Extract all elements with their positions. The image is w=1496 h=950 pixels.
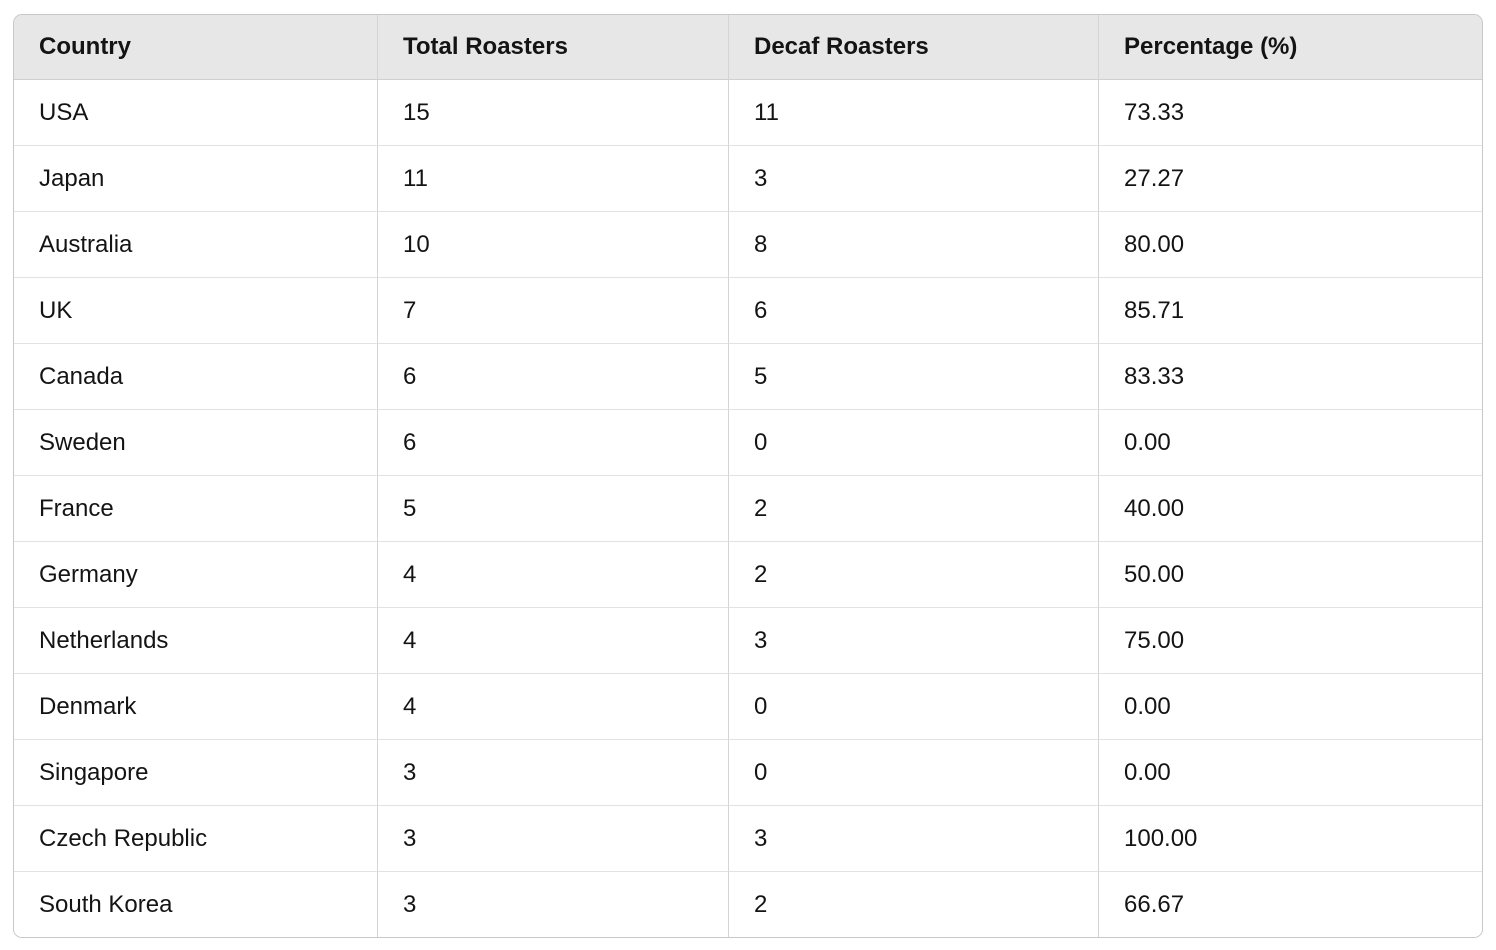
header-row: Country Total Roasters Decaf Roasters Pe… — [14, 15, 1482, 80]
table-row: Netherlands 4 3 75.00 — [14, 607, 1482, 673]
cell-decaf-roasters: 2 — [728, 541, 1098, 607]
cell-decaf-roasters: 0 — [728, 673, 1098, 739]
cell-decaf-roasters: 0 — [728, 739, 1098, 805]
cell-percentage: 80.00 — [1098, 211, 1482, 277]
cell-decaf-roasters: 3 — [728, 805, 1098, 871]
table-row: Canada 6 5 83.33 — [14, 343, 1482, 409]
column-header-percentage: Percentage (%) — [1098, 15, 1482, 80]
cell-percentage: 0.00 — [1098, 673, 1482, 739]
table-row: UK 7 6 85.71 — [14, 277, 1482, 343]
cell-total-roasters: 4 — [377, 541, 728, 607]
cell-total-roasters: 3 — [377, 805, 728, 871]
cell-country: France — [14, 475, 377, 541]
decaf-roasters-table: Country Total Roasters Decaf Roasters Pe… — [13, 14, 1483, 938]
cell-country: Singapore — [14, 739, 377, 805]
cell-percentage: 0.00 — [1098, 409, 1482, 475]
column-header-total-roasters: Total Roasters — [377, 15, 728, 80]
column-header-country: Country — [14, 15, 377, 80]
cell-country: USA — [14, 80, 377, 145]
cell-percentage: 83.33 — [1098, 343, 1482, 409]
table-row: Australia 10 8 80.00 — [14, 211, 1482, 277]
cell-country: Germany — [14, 541, 377, 607]
cell-country: Denmark — [14, 673, 377, 739]
table-row: USA 15 11 73.33 — [14, 80, 1482, 145]
cell-country: Netherlands — [14, 607, 377, 673]
cell-percentage: 73.33 — [1098, 80, 1482, 145]
cell-country: Canada — [14, 343, 377, 409]
cell-percentage: 66.67 — [1098, 871, 1482, 937]
cell-total-roasters: 7 — [377, 277, 728, 343]
cell-total-roasters: 4 — [377, 673, 728, 739]
cell-decaf-roasters: 2 — [728, 475, 1098, 541]
cell-total-roasters: 5 — [377, 475, 728, 541]
cell-country: South Korea — [14, 871, 377, 937]
cell-percentage: 100.00 — [1098, 805, 1482, 871]
cell-decaf-roasters: 5 — [728, 343, 1098, 409]
cell-decaf-roasters: 6 — [728, 277, 1098, 343]
cell-total-roasters: 10 — [377, 211, 728, 277]
table-row: Japan 11 3 27.27 — [14, 145, 1482, 211]
cell-country: Japan — [14, 145, 377, 211]
table-row: Czech Republic 3 3 100.00 — [14, 805, 1482, 871]
cell-percentage: 85.71 — [1098, 277, 1482, 343]
cell-country: Sweden — [14, 409, 377, 475]
cell-decaf-roasters: 3 — [728, 145, 1098, 211]
table-row: South Korea 3 2 66.67 — [14, 871, 1482, 937]
table-row: Denmark 4 0 0.00 — [14, 673, 1482, 739]
cell-total-roasters: 6 — [377, 343, 728, 409]
cell-total-roasters: 11 — [377, 145, 728, 211]
cell-decaf-roasters: 11 — [728, 80, 1098, 145]
table-row: Germany 4 2 50.00 — [14, 541, 1482, 607]
cell-total-roasters: 3 — [377, 871, 728, 937]
cell-decaf-roasters: 3 — [728, 607, 1098, 673]
cell-decaf-roasters: 0 — [728, 409, 1098, 475]
cell-country: Czech Republic — [14, 805, 377, 871]
cell-total-roasters: 3 — [377, 739, 728, 805]
cell-percentage: 40.00 — [1098, 475, 1482, 541]
column-header-decaf-roasters: Decaf Roasters — [728, 15, 1098, 80]
table-row: Sweden 6 0 0.00 — [14, 409, 1482, 475]
cell-percentage: 0.00 — [1098, 739, 1482, 805]
table-row: France 5 2 40.00 — [14, 475, 1482, 541]
cell-total-roasters: 4 — [377, 607, 728, 673]
table-body: USA 15 11 73.33 Japan 11 3 27.27 Australia 10 8 80.… — [14, 80, 1482, 937]
cell-country: Australia — [14, 211, 377, 277]
cell-decaf-roasters: 2 — [728, 871, 1098, 937]
cell-decaf-roasters: 8 — [728, 211, 1098, 277]
cell-percentage: 50.00 — [1098, 541, 1482, 607]
data-table: Country Total Roasters Decaf Roasters Pe… — [14, 15, 1482, 937]
table-row: Singapore 3 0 0.00 — [14, 739, 1482, 805]
cell-percentage: 27.27 — [1098, 145, 1482, 211]
cell-total-roasters: 6 — [377, 409, 728, 475]
cell-percentage: 75.00 — [1098, 607, 1482, 673]
cell-total-roasters: 15 — [377, 80, 728, 145]
cell-country: UK — [14, 277, 377, 343]
